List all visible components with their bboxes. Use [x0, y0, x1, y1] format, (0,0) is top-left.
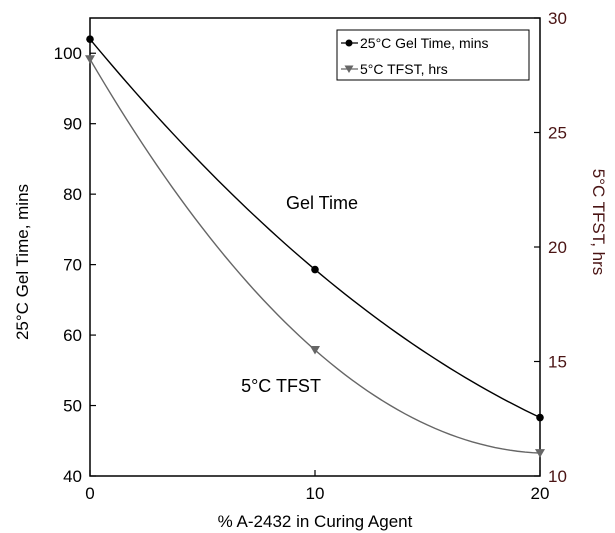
series-tfst	[85, 55, 545, 458]
legend: 25°C Gel Time, mins 5°C TFST, hrs	[336, 29, 530, 81]
right-axis-ticks: 10 15 20 25 30	[534, 9, 567, 486]
right-tick-label: 25	[548, 124, 567, 143]
legend-swatch-marker-gel-time	[345, 39, 353, 47]
x-axis-ticks: 0 10 20	[85, 470, 549, 503]
left-tick-label: 70	[63, 256, 82, 275]
left-axis-ticks: 40 50 60 70 80 90 100	[54, 44, 96, 486]
right-axis-title: 5°C TFST, hrs	[589, 169, 608, 276]
legend-box	[336, 29, 530, 81]
left-tick-label: 50	[63, 397, 82, 416]
x-tick-label: 10	[306, 484, 325, 503]
x-axis-title: % A-2432 in Curing Agent	[218, 512, 413, 531]
data-point-tfst	[310, 346, 320, 355]
data-point-tfst	[85, 55, 95, 64]
left-axis-title: 25°C Gel Time, mins	[13, 184, 32, 340]
series-layer	[85, 35, 545, 458]
left-tick-label: 100	[54, 44, 82, 63]
x-tick-label: 0	[85, 484, 94, 503]
right-tick-label: 15	[548, 353, 567, 372]
series-line-gel-time	[89, 38, 541, 419]
data-point-gel-time	[86, 35, 94, 43]
left-tick-label: 40	[63, 467, 82, 486]
left-tick-label: 60	[63, 326, 82, 345]
data-point-tfst	[535, 449, 545, 458]
annotation-gel-time: Gel Time	[286, 193, 358, 213]
left-tick-label: 90	[63, 115, 82, 134]
legend-label-gel-time: 25°C Gel Time, mins	[360, 35, 489, 51]
annotation-tfst: 5°C TFST	[241, 376, 321, 396]
data-point-gel-time	[536, 413, 544, 422]
right-tick-label: 30	[548, 9, 567, 28]
legend-swatch-marker-tfst	[344, 65, 354, 73]
x-tick-label: 20	[531, 484, 550, 503]
data-point-gel-time	[311, 265, 319, 274]
right-tick-label: 10	[548, 467, 567, 486]
series-gel-time	[86, 35, 544, 422]
plot-frame	[89, 17, 541, 477]
legend-label-tfst: 5°C TFST, hrs	[360, 61, 448, 77]
right-tick-label: 20	[548, 238, 567, 257]
left-tick-label: 80	[63, 185, 82, 204]
